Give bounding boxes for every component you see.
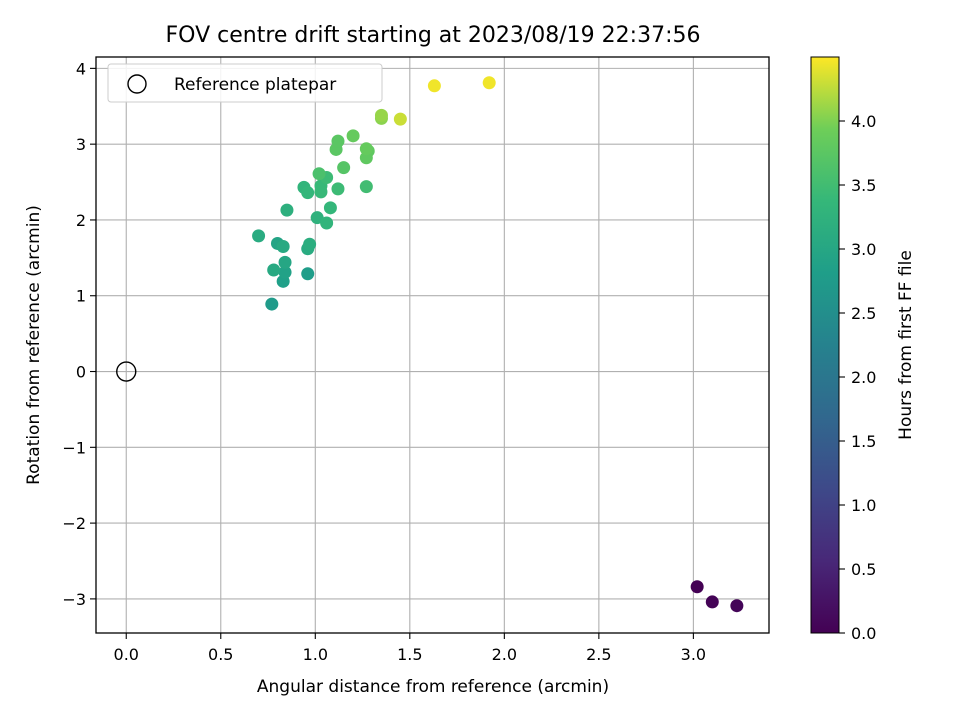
data-point-23 xyxy=(331,182,345,196)
y-tick-label-3: 0 xyxy=(76,363,86,382)
data-point-36 xyxy=(427,79,441,93)
data-point-19 xyxy=(323,201,337,215)
x-tick-label-2: 1.0 xyxy=(303,645,328,664)
colorbar-label: Hours from first FF file xyxy=(896,250,916,440)
data-point-34 xyxy=(374,108,388,122)
y-tick-label-5: 2 xyxy=(76,211,86,230)
y-tick-label-7: 4 xyxy=(76,59,86,78)
y-tick-label-2: −1 xyxy=(62,438,86,457)
colorbar-tick-label-2: 1.0 xyxy=(851,496,876,515)
y-tick-label-4: 1 xyxy=(76,287,86,306)
data-point-16 xyxy=(320,216,334,230)
data-point-0 xyxy=(690,580,704,594)
x-tick-label-1: 0.5 xyxy=(208,645,233,664)
legend-marker-reference xyxy=(127,74,147,94)
legend: Reference platepar xyxy=(107,63,383,103)
reference-marker-layer xyxy=(116,361,137,382)
x-tick-label-5: 2.5 xyxy=(586,645,611,664)
data-point-1 xyxy=(705,595,719,609)
x-tick-label-3: 1.5 xyxy=(397,645,422,664)
legend-label-reference: Reference platepar xyxy=(174,75,336,95)
x-tick-label-0: 0.0 xyxy=(114,645,139,664)
colorbar-gradient xyxy=(810,56,840,634)
data-point-31 xyxy=(359,142,373,156)
data-point-18 xyxy=(301,186,315,200)
data-point-13 xyxy=(303,237,317,251)
colorbar-tick-label-6: 3.0 xyxy=(851,240,876,259)
colorbar-tick-label-7: 3.5 xyxy=(851,176,876,195)
data-point-35 xyxy=(393,112,407,126)
colorbar-tick-label-8: 4.0 xyxy=(851,112,876,131)
data-point-24 xyxy=(359,180,373,194)
y-tick-label-1: −2 xyxy=(62,514,86,533)
data-point-9 xyxy=(267,263,281,277)
data-points xyxy=(252,76,744,613)
data-point-37 xyxy=(482,76,496,90)
reference-platepar-marker xyxy=(116,361,137,382)
data-point-3 xyxy=(265,297,279,311)
colorbar: 0.0 0.5 1.0 1.5 2.0 2.5 3.0 3.5 4.0 Hours from f… xyxy=(810,56,916,643)
data-point-4 xyxy=(301,267,315,281)
data-point-8 xyxy=(278,255,292,269)
data-point-14 xyxy=(280,203,294,217)
x-tick-label-6: 3.0 xyxy=(681,645,706,664)
data-point-6 xyxy=(278,265,292,279)
colorbar-tick-label-0: 0.0 xyxy=(851,624,876,643)
colorbar-ticks: 0.0 0.5 1.0 1.5 2.0 2.5 3.0 3.5 4.0 xyxy=(839,112,876,643)
colorbar-tick-label-5: 2.5 xyxy=(851,304,876,323)
chart-title: FOV centre drift starting at 2023/08/19 … xyxy=(166,23,701,48)
data-point-15 xyxy=(310,211,324,225)
colorbar-tick-label-3: 1.5 xyxy=(851,432,876,451)
x-axis-ticks: 0.0 0.5 1.0 1.5 2.0 2.5 3.0 xyxy=(114,633,706,664)
legend-box xyxy=(107,63,383,103)
data-point-32 xyxy=(346,129,360,143)
data-point-11 xyxy=(252,229,266,243)
data-point-28 xyxy=(331,134,345,148)
y-axis-label: Rotation from reference (arcmin) xyxy=(24,205,44,485)
x-tick-label-4: 2.0 xyxy=(492,645,517,664)
data-point-10 xyxy=(276,239,290,253)
y-tick-label-0: −3 xyxy=(62,590,86,609)
plot-frame xyxy=(95,56,770,634)
data-point-25 xyxy=(312,167,326,181)
data-point-2 xyxy=(730,599,744,613)
x-axis-label: Angular distance from reference (arcmin) xyxy=(257,677,609,697)
data-point-26 xyxy=(337,161,351,175)
y-axis-ticks: −3 −2 −1 0 1 2 3 4 xyxy=(62,59,96,609)
grid-lines xyxy=(96,57,769,633)
colorbar-tick-label-1: 0.5 xyxy=(851,560,876,579)
y-tick-label-6: 3 xyxy=(76,135,86,154)
colorbar-tick-label-4: 2.0 xyxy=(851,368,876,387)
